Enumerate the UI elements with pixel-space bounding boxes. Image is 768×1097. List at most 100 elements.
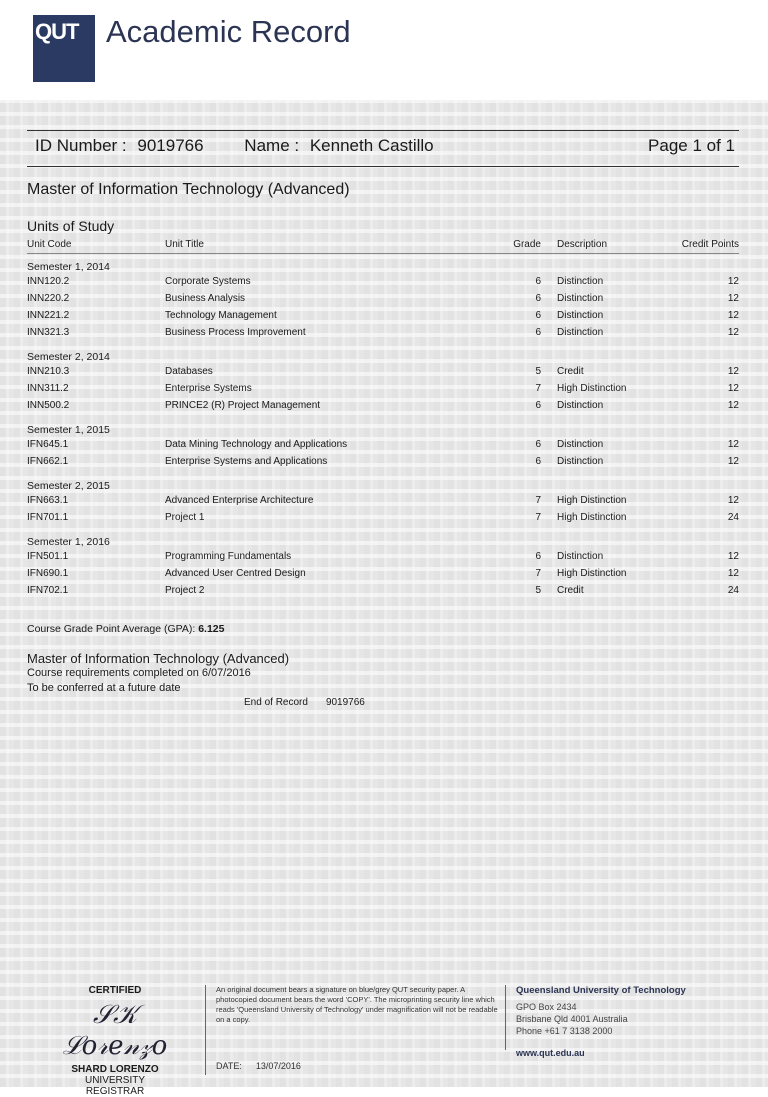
unit-code: INN311.2 (27, 383, 69, 394)
unit-description: Distinction (557, 400, 604, 411)
unit-description: Distinction (557, 293, 604, 304)
unit-title: Data Mining Technology and Applications (165, 439, 348, 450)
unit-description: High Distinction (557, 568, 627, 579)
phone: Phone +61 7 3138 2000 (516, 1026, 613, 1036)
unit-credit: 12 (727, 293, 739, 304)
divider (27, 130, 739, 131)
end-label: End of Record (244, 697, 308, 708)
unit-code: IFN702.1 (27, 585, 69, 596)
unit-description: Distinction (557, 439, 604, 450)
table-row: IFN702.1 Project 2 5 Credit 24 (27, 585, 739, 602)
program-title: Master of Information Technology (Advanc… (27, 181, 350, 198)
unit-description: Credit (557, 366, 584, 377)
unit-grade: 6 (535, 310, 541, 321)
date-value: 13/07/2016 (255, 1061, 301, 1071)
registrar-name: SHARD LORENZO (71, 1064, 159, 1075)
unit-grade: 5 (535, 366, 541, 377)
document-title: Academic Record (106, 14, 351, 49)
unit-code: IFN701.1 (27, 512, 69, 523)
table-row: INN311.2 Enterprise Systems 7 High Distinct… (27, 383, 739, 400)
registrar-title: UNIVERSITY REGISTRAR (84, 1075, 145, 1097)
table-row: INN210.3 Databases 5 Credit 12 (27, 366, 739, 383)
unit-credit: 12 (727, 568, 739, 579)
col-grade: Grade (513, 239, 541, 250)
gpa-label: Course Grade Point Average (GPA): (27, 623, 196, 635)
unit-title: Programming Fundamentals (165, 551, 292, 562)
unit-grade: 7 (535, 568, 541, 579)
unit-description: Distinction (557, 327, 604, 338)
table-header: Unit Code Unit Title Grade Description C… (27, 239, 739, 254)
unit-code: INN221.2 (27, 310, 70, 321)
unit-credit: 24 (727, 512, 739, 523)
unit-grade: 6 (535, 293, 541, 304)
table-row: INN120.2 Corporate Systems 6 Distinction 12 (27, 276, 739, 293)
divider (27, 166, 739, 167)
unit-credit: 12 (727, 310, 739, 321)
award-block: Master of Information Technology (Advanc… (27, 651, 289, 696)
university-name: Queensland University of Technology (516, 985, 686, 996)
table-row: IFN690.1 Advanced User Centred Design 7 Hig… (27, 568, 739, 585)
unit-credit: 12 (727, 495, 739, 506)
address-line2: Brisbane Qld 4001 Australia (516, 1014, 628, 1024)
unit-description: Distinction (557, 276, 604, 287)
award-title: Master of Information Technology (Advanc… (27, 651, 290, 666)
website-link[interactable]: www.qut.edu.au (516, 1048, 585, 1058)
table-row: INN321.3 Business Process Improvement 6 Dis… (27, 327, 739, 344)
table-row: IFN663.1 Advanced Enterprise Architecture… (27, 495, 739, 512)
gpa-value: 6.125 (198, 623, 225, 635)
gpa: Course Grade Point Average (GPA): 6.125 (27, 623, 224, 635)
table-row: INN220.2 Business Analysis 6 Distinction 12 (27, 293, 739, 310)
unit-description: Distinction (557, 456, 604, 467)
unit-title: Project 2 (165, 585, 205, 596)
security-note: An original document bears a signature o… (205, 985, 506, 1075)
unit-grade: 6 (535, 276, 541, 287)
unit-code: INN210.3 (27, 366, 70, 377)
table-row: IFN645.1 Data Mining Technology and Appli… (27, 439, 739, 456)
unit-title: Project 1 (165, 512, 205, 523)
unit-code: IFN662.1 (27, 456, 69, 467)
student-name: Kenneth Castillo (309, 136, 434, 155)
semester-heading: Semester 1, 2015 (27, 424, 110, 436)
table-row: INN500.2 PRINCE2 (R) Project Management 6 D… (27, 400, 739, 417)
unit-grade: 6 (535, 456, 541, 467)
unit-code: INN120.2 (27, 276, 70, 287)
unit-description: Credit (557, 585, 584, 596)
unit-grade: 6 (535, 551, 541, 562)
unit-credit: 24 (727, 585, 739, 596)
units-table: Unit Code Unit Title Grade Description C… (27, 239, 739, 602)
semester-heading: Semester 2, 2015 (27, 480, 110, 492)
unit-title: PRINCE2 (R) Project Management (165, 400, 321, 411)
unit-credit: 12 (727, 400, 739, 411)
unit-grade: 6 (535, 439, 541, 450)
unit-credit: 12 (727, 456, 739, 467)
award-completed: Course requirements completed on 6/07/20… (27, 667, 251, 679)
col-credit: Credit Points (681, 239, 739, 250)
table-row: INN221.2 Technology Management 6 Distinctio… (27, 310, 739, 327)
unit-title: Advanced User Centred Design (165, 568, 306, 579)
address-line1: GPO Box 2434 (516, 1002, 577, 1012)
unit-title: Enterprise Systems (165, 383, 252, 394)
issue-date: DATE: 13/07/2016 (216, 1061, 301, 1071)
date-label: DATE: (216, 1061, 242, 1071)
record-header: ID Number : 9019766 Name : Kenneth Casti… (35, 136, 735, 156)
unit-credit: 12 (727, 551, 739, 562)
unit-description: High Distinction (557, 495, 627, 506)
unit-grade: 7 (535, 383, 541, 394)
unit-credit: 12 (727, 383, 739, 394)
unit-code: IFN645.1 (27, 439, 69, 450)
semester-heading: Semester 2, 2014 (27, 351, 110, 363)
table-row: IFN501.1 Programming Fundamentals 6 Distinc… (27, 551, 739, 568)
id-label: ID Number : (35, 136, 127, 155)
semester-heading: Semester 1, 2014 (27, 261, 110, 273)
university-address: Queensland University of Technology GPO … (505, 985, 686, 1058)
id-number: 9019766 (137, 136, 204, 155)
unit-title: Advanced Enterprise Architecture (165, 495, 314, 506)
unit-grade: 6 (535, 400, 541, 411)
unit-title: Business Process Improvement (165, 327, 306, 338)
unit-title: Technology Management (165, 310, 277, 321)
table-row: IFN662.1 Enterprise Systems and Applicati… (27, 456, 739, 473)
unit-credit: 12 (727, 366, 739, 377)
unit-grade: 6 (535, 327, 541, 338)
table-row: IFN701.1 Project 1 7 High Distinction 24 (27, 512, 739, 529)
unit-grade: 5 (535, 585, 541, 596)
